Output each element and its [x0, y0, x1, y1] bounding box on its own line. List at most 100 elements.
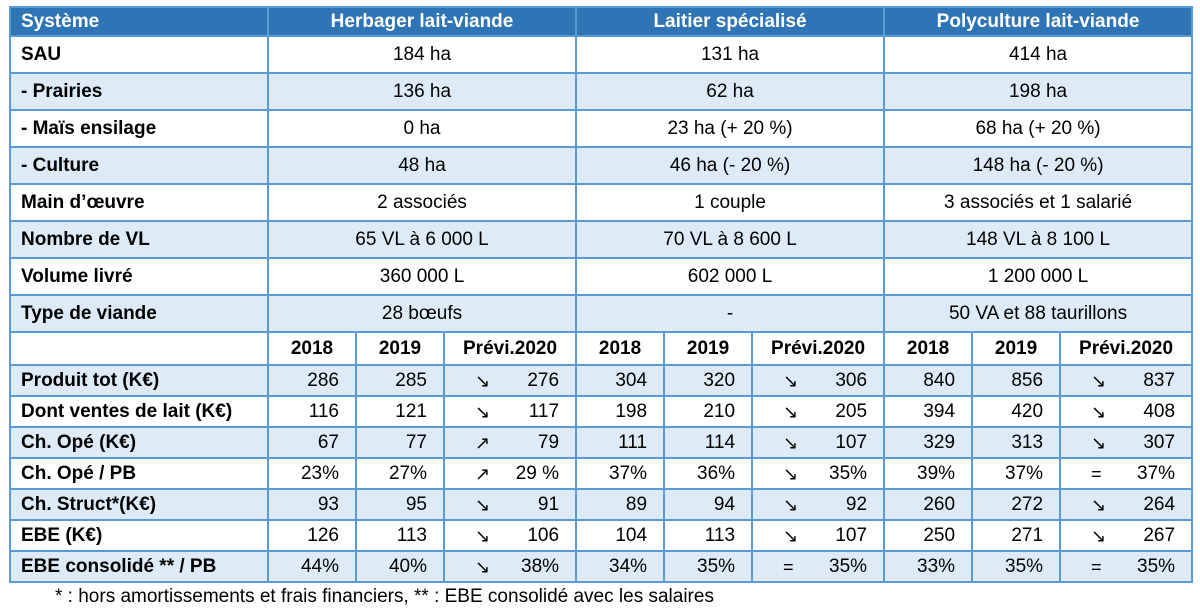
previ-value: 29 % [515, 462, 560, 484]
previ-2020-cell: ↘ 38% [442, 550, 578, 583]
value-2018-cell: 260 [883, 488, 974, 521]
previ-cell-content: ↘ 107 [754, 431, 882, 454]
previ-cell-content: ↘ 107 [754, 524, 882, 547]
years-header-row: 2018 2019 Prévi.2020 2018 2019 Prévi.202… [9, 331, 1194, 366]
value-2018-cell: 34% [575, 550, 666, 583]
header-laitier: Laitier spécialisé [575, 6, 886, 37]
row-label: Main d’œuvre [9, 183, 269, 222]
previ-2020-cell: ↘ 106 [442, 519, 578, 552]
value-2018-cell: 37% [575, 457, 666, 490]
value-2018-cell: 126 [267, 519, 357, 552]
previ-value: 107 [835, 524, 868, 546]
trend-down-icon: ↘ [1091, 370, 1107, 391]
trend-down-icon: ↘ [475, 494, 491, 515]
trend-equal-icon: = [783, 556, 794, 577]
year-header: 2019 [663, 331, 754, 366]
previ-cell-content: ↘ 35% [754, 462, 882, 485]
table-header-row: Système Herbager lait-viande Laitier spé… [9, 6, 1194, 37]
previ-2020-cell: ↘ 107 [751, 426, 886, 459]
info-value-cell: 48 ha [266, 146, 578, 185]
previ-value: 107 [835, 431, 868, 453]
header-herbager: Herbager lait-viande [266, 6, 578, 37]
value-2018-cell: 93 [267, 488, 357, 521]
value-2019-cell: 272 [971, 488, 1062, 521]
value-2019-cell: 420 [971, 395, 1062, 428]
previ-value: 837 [1143, 369, 1176, 391]
info-value-cell: 62 ha [575, 72, 886, 111]
footnote: * : hors amortissements et frais financi… [55, 586, 714, 607]
value-2019-cell: 320 [663, 364, 754, 397]
table-row: Ch. Opé / PB 23% 27% ↗ 29 % 37% 36% ↘ 35% 39% 37% =… [9, 457, 1194, 490]
previ-2020-cell: ↘ 264 [1059, 488, 1194, 521]
previ-2020-cell: ↗ 29 % [442, 457, 578, 490]
previ-2020-cell: ↘ 117 [442, 395, 578, 428]
info-value-cell: 65 VL à 6 000 L [266, 220, 578, 259]
value-2019-cell: 36% [663, 457, 754, 490]
value-2018-cell: 394 [883, 395, 974, 428]
previ-value: 35% [829, 462, 868, 484]
value-2019-cell: 95 [355, 488, 445, 521]
info-value-cell: 1 couple [575, 183, 886, 222]
trend-up-icon: ↗ [475, 463, 491, 484]
previ-2020-cell: ↘ 107 [751, 519, 886, 552]
previ-value: 306 [835, 369, 868, 391]
table-row: - Culture 48 ha 46 ha (- 20 %) 148 ha (- 20… [9, 146, 1194, 185]
info-value-cell: - [575, 294, 886, 333]
value-2018-cell: 104 [575, 519, 666, 552]
previ-cell-content: ↘ 307 [1062, 431, 1190, 454]
table-row: SAU 184 ha 131 ha 414 ha [9, 35, 1194, 74]
year-header: 2019 [971, 331, 1062, 366]
table-row: Ch. Opé (K€) 67 77 ↗ 79 111 114 ↘ 107 329 313 ↘ 307 [9, 426, 1194, 459]
previ-2020-cell: ↘ 91 [442, 488, 578, 521]
info-value-cell: 46 ha (- 20 %) [575, 146, 886, 185]
value-2019-cell: 77 [355, 426, 445, 459]
previ-value: 307 [1143, 431, 1176, 453]
row-label: EBE consolidé ** / PB [9, 550, 269, 583]
info-value-cell: 360 000 L [266, 257, 578, 296]
previ-2020-cell: ↘ 276 [442, 364, 578, 397]
info-value-cell: 70 VL à 8 600 L [575, 220, 886, 259]
previ-cell-content: ↗ 29 % [446, 462, 574, 485]
trend-down-icon: ↘ [475, 370, 491, 391]
value-2019-cell: 27% [355, 457, 445, 490]
previ-cell-content: ↘ 92 [754, 494, 882, 516]
year-header: 2018 [575, 331, 666, 366]
value-2019-cell: 94 [663, 488, 754, 521]
table-row: - Prairies 136 ha 62 ha 198 ha [9, 72, 1194, 111]
row-label: Ch. Opé / PB [9, 457, 269, 490]
previ-cell-content: ↘ 276 [446, 370, 574, 392]
row-label: Dont ventes de lait (K€) [9, 395, 269, 428]
value-2019-cell: 285 [355, 364, 445, 397]
previ-2020-cell: ↘ 837 [1059, 364, 1194, 397]
row-label: Nombre de VL [9, 220, 269, 259]
previ-cell-content: ↘ 408 [1062, 401, 1190, 423]
info-value-cell: 68 ha (+ 20 %) [883, 109, 1194, 148]
value-2019-cell: 114 [663, 426, 754, 459]
previ-value: 91 [537, 493, 560, 515]
previ-cell-content: ↘ 38% [446, 556, 574, 578]
value-2018-cell: 286 [267, 364, 357, 397]
previ-value: 37% [1137, 462, 1176, 484]
value-2018-cell: 840 [883, 364, 974, 397]
table-row: Produit tot (K€) 286 285 ↘ 276 304 320 ↘ 306 840 8… [9, 364, 1194, 397]
trend-down-icon: ↘ [783, 463, 799, 484]
value-2018-cell: 111 [575, 426, 666, 459]
year-header: Prévi.2020 [442, 331, 578, 366]
value-2019-cell: 121 [355, 395, 445, 428]
table-row: Type de viande 28 bœufs -50 VA et 88 tauri… [9, 294, 1194, 333]
header-systeme: Système [9, 6, 269, 37]
info-value-cell: 28 bœufs [266, 294, 578, 333]
info-value-cell: 602 000 L [575, 257, 886, 296]
year-header: 2018 [883, 331, 974, 366]
row-label: - Culture [9, 146, 269, 185]
previ-2020-cell: ↘ 35% [751, 457, 886, 490]
table-row: - Maïs ensilage 0 ha 23 ha (+ 20 %) 68 ha (… [9, 109, 1194, 148]
value-2019-cell: 35% [663, 550, 754, 583]
year-header: Prévi.2020 [1059, 331, 1194, 366]
previ-value: 106 [527, 524, 560, 546]
value-2018-cell: 304 [575, 364, 666, 397]
previ-cell-content: ↘ 264 [1062, 494, 1190, 516]
value-2018-cell: 23% [267, 457, 357, 490]
previ-cell-content: = 37% [1062, 462, 1190, 485]
row-label: SAU [9, 35, 269, 74]
